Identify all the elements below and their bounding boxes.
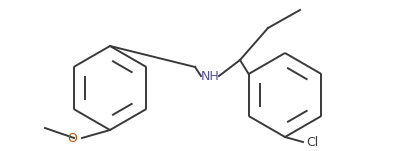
Text: O: O xyxy=(67,132,77,145)
Text: NH: NH xyxy=(201,69,219,82)
Text: Cl: Cl xyxy=(306,135,318,148)
